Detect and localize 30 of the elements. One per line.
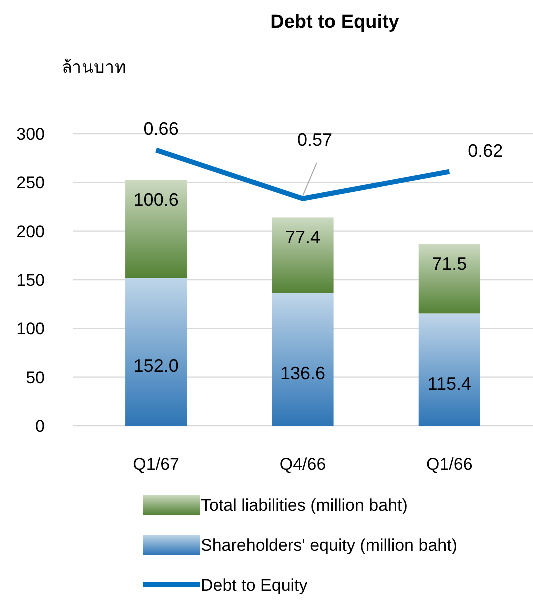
- data-label: 100.6: [134, 190, 179, 210]
- y-tick-label: 100: [16, 320, 45, 339]
- bar: [272, 293, 334, 426]
- y-axis-title: ล้านบาท: [62, 58, 126, 78]
- data-label: 115.4: [428, 374, 472, 394]
- bar: [126, 278, 188, 426]
- data-label: 0.66: [144, 119, 179, 140]
- data-label: 0.57: [297, 130, 333, 150]
- y-tick-label: 200: [16, 222, 45, 242]
- legend-label: Total liabilities (million baht): [201, 496, 408, 515]
- x-tick-label: Q4/66: [280, 455, 326, 474]
- data-label: 77.4: [285, 228, 321, 248]
- data-label: 152.0: [134, 356, 179, 376]
- y-tick-label: 150: [16, 271, 45, 290]
- bar: [418, 244, 480, 314]
- legend-label: Shareholders' equity (million baht): [201, 536, 458, 555]
- chart-title: Debt to Equity: [270, 12, 400, 33]
- legend-label: Debt to Equity: [201, 576, 308, 595]
- y-tick-label: 50: [26, 368, 45, 388]
- bar: [418, 314, 480, 426]
- data-label: 0.62: [468, 140, 504, 161]
- x-tick-label: Q1/67: [133, 455, 180, 474]
- y-tick-label: 0: [36, 417, 45, 436]
- bar: [126, 180, 188, 278]
- data-label: 71.5: [432, 254, 468, 274]
- data-label: 136.6: [280, 364, 326, 384]
- y-tick-label: 300: [16, 125, 45, 144]
- bar: [272, 218, 334, 294]
- x-tick-label: Q1/66: [426, 455, 473, 474]
- y-tick-label: 250: [16, 174, 45, 193]
